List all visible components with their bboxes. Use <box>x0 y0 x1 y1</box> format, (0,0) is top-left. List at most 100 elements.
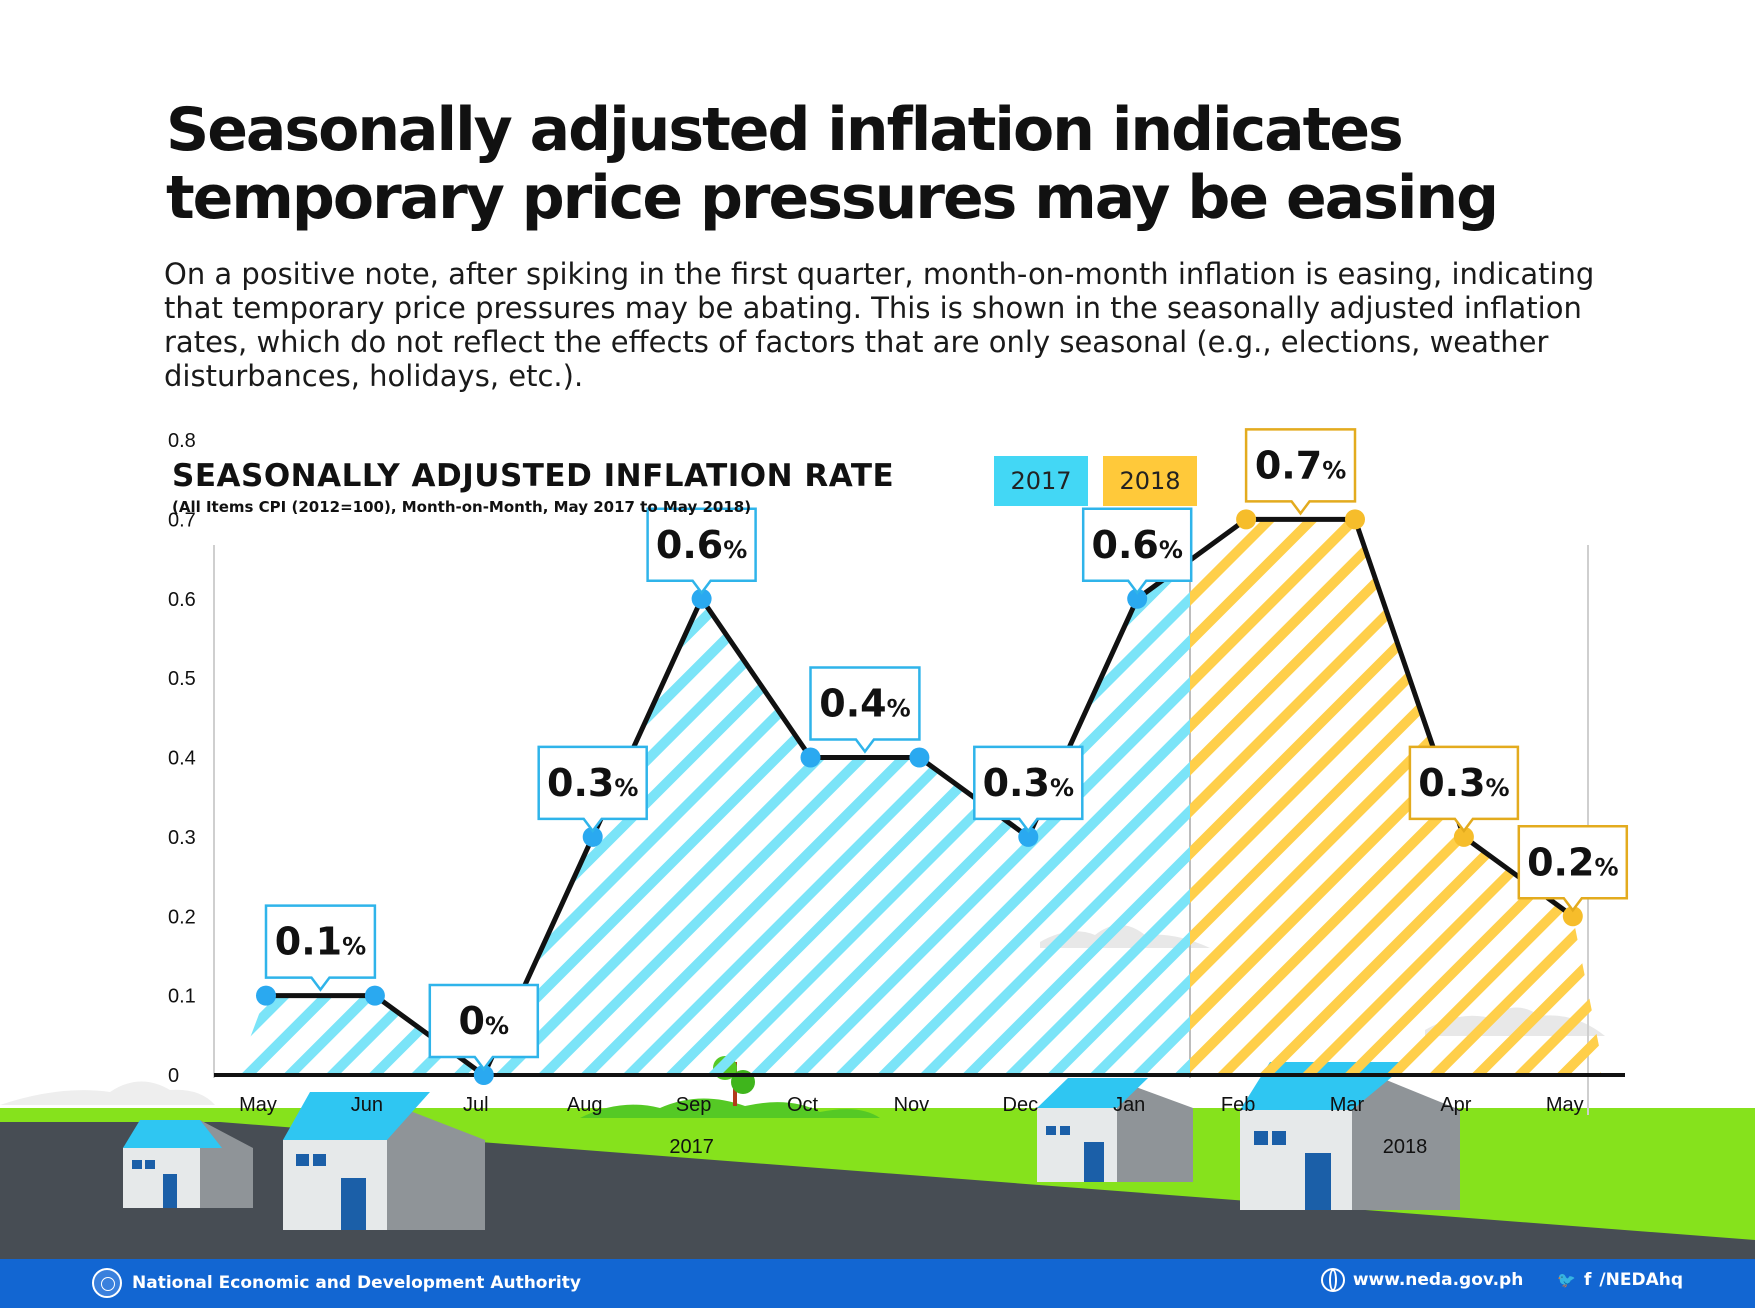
data-point-dec-2017 <box>1018 826 1039 847</box>
data-point-may-2018 <box>1562 906 1583 927</box>
callout-unit: % <box>1594 853 1618 881</box>
callout-unit: % <box>614 774 638 802</box>
data-point-apr-2018 <box>1453 826 1474 847</box>
data-point-nov-2017 <box>909 747 930 768</box>
legend-item-2018: 2018 <box>1103 456 1197 506</box>
data-point-oct-2017 <box>800 747 821 768</box>
callout-label: 0.6% <box>1092 523 1183 567</box>
area-2017 <box>236 560 1190 1075</box>
x-tick-label: Jan <box>1113 1094 1145 1116</box>
callout-8: 0.7% <box>1244 428 1357 516</box>
chart-title: SEASONALLY ADJUSTED INFLATION RATE <box>172 458 895 494</box>
x-tick-label: Jul <box>463 1094 489 1116</box>
callout-box <box>973 745 1084 833</box>
callout-label: 0.3% <box>1418 761 1509 805</box>
landscape <box>0 925 1755 1260</box>
y-tick-label: 0.5 <box>168 668 196 690</box>
callout-box <box>1244 428 1357 516</box>
callout-label: 0.6% <box>656 523 747 567</box>
callout-value: 0.7 <box>1255 443 1322 487</box>
callout-value: 0.4 <box>819 682 886 726</box>
callout-3: 0.3% <box>537 745 648 833</box>
globe-icon <box>1320 1268 1345 1292</box>
x-tick-label: May <box>239 1094 277 1116</box>
house-small-left <box>123 1120 253 1208</box>
callout-unit: % <box>1050 774 1074 802</box>
data-point-may-2017 <box>256 985 276 1006</box>
y-tick-label: 0.6 <box>168 589 196 611</box>
footer-website-text: www.neda.gov.ph <box>1352 1270 1524 1290</box>
callout-label: 0.3% <box>547 761 638 805</box>
callout-label: 0% <box>459 999 510 1043</box>
callout-value: 0.1 <box>275 920 342 964</box>
callout-box <box>1517 825 1629 913</box>
year-group-label: 2018 <box>1383 1136 1428 1158</box>
x-tick-label: May <box>1546 1094 1584 1116</box>
callout-value: 0.3 <box>983 761 1050 805</box>
callout-unit: % <box>485 1012 509 1040</box>
callout-unit: % <box>887 695 911 723</box>
x-tick-label: Oct <box>787 1094 819 1116</box>
area-2018 <box>1190 519 1601 1075</box>
x-tick-label: Feb <box>1221 1094 1255 1116</box>
footer-website[interactable]: www.neda.gov.ph <box>1320 1268 1524 1292</box>
callout-10: 0.2% <box>1517 825 1629 913</box>
x-tick-label: Sep <box>676 1094 712 1116</box>
data-point-feb-2018 <box>1236 509 1257 530</box>
y-tick-label: 0.8 <box>168 430 196 452</box>
callout-2: 0% <box>428 983 540 1072</box>
callout-unit: % <box>342 933 366 961</box>
x-tick-label: Aug <box>567 1094 603 1116</box>
y-tick-label: 0.4 <box>168 748 196 770</box>
callout-box <box>537 745 648 833</box>
cloud-left <box>0 1081 215 1105</box>
footer-social-handle: /NEDAhq <box>1599 1270 1683 1290</box>
year-group-label: 2017 <box>669 1136 714 1158</box>
callout-5: 0.4% <box>809 666 921 754</box>
twitter-icon: 🐦 <box>1557 1271 1576 1289</box>
footer-links: www.neda.gov.ph 🐦 f /NEDAhq <box>1320 1268 1683 1292</box>
y-tick-label: 0.7 <box>168 509 196 531</box>
callout-box <box>1081 507 1193 595</box>
callout-1: 0.1% <box>264 904 377 992</box>
data-point-jul-2017 <box>473 1065 494 1085</box>
footer-org-name: National Economic and Development Author… <box>132 1273 581 1293</box>
callout-label: 0.2% <box>1527 840 1618 884</box>
callout-7: 0.6% <box>1081 507 1193 595</box>
callout-value: 0.2 <box>1527 840 1594 884</box>
callout-unit: % <box>723 536 747 564</box>
chart-subtitle: (All Items CPI (2012=100), Month-on-Mont… <box>172 498 752 516</box>
data-point-mar-2018 <box>1345 509 1365 530</box>
y-tick-label: 0.2 <box>168 906 196 928</box>
neda-seal-icon <box>92 1268 122 1298</box>
x-tick-label: Apr <box>1440 1094 1471 1116</box>
callout-9: 0.3% <box>1408 745 1520 833</box>
callout-box <box>809 666 921 754</box>
x-tick-label: Dec <box>1003 1094 1039 1116</box>
callout-value: 0.6 <box>656 523 723 567</box>
callout-4: 0.6% <box>646 507 757 595</box>
x-tick-label: Mar <box>1330 1094 1365 1116</box>
x-tick-label: Nov <box>894 1094 930 1116</box>
callout-label: 0.3% <box>983 761 1074 805</box>
callout-label: 0.7% <box>1255 443 1346 487</box>
facebook-icon: f <box>1584 1270 1592 1290</box>
data-point-jun-2017 <box>364 985 385 1006</box>
house-large-left <box>283 1092 485 1230</box>
callout-6: 0.3% <box>973 745 1084 833</box>
x-tick-label: Jun <box>351 1094 383 1116</box>
y-tick-label: 0.1 <box>168 986 196 1008</box>
callout-box <box>428 983 540 1072</box>
footer-social[interactable]: 🐦 f /NEDAhq <box>1557 1270 1683 1290</box>
y-tick-label: 0.3 <box>168 827 196 849</box>
callout-unit: % <box>1486 774 1510 802</box>
callout-unit: % <box>1322 456 1346 484</box>
callout-box <box>264 904 377 992</box>
callout-value: 0.3 <box>547 761 614 805</box>
intro-paragraph: On a positive note, after spiking in the… <box>164 257 1595 393</box>
headline-line-2: temporary price pressures may be easing <box>166 163 1499 233</box>
callout-value: 0 <box>459 999 485 1043</box>
callout-box <box>1408 745 1520 833</box>
callout-value: 0.3 <box>1418 761 1485 805</box>
